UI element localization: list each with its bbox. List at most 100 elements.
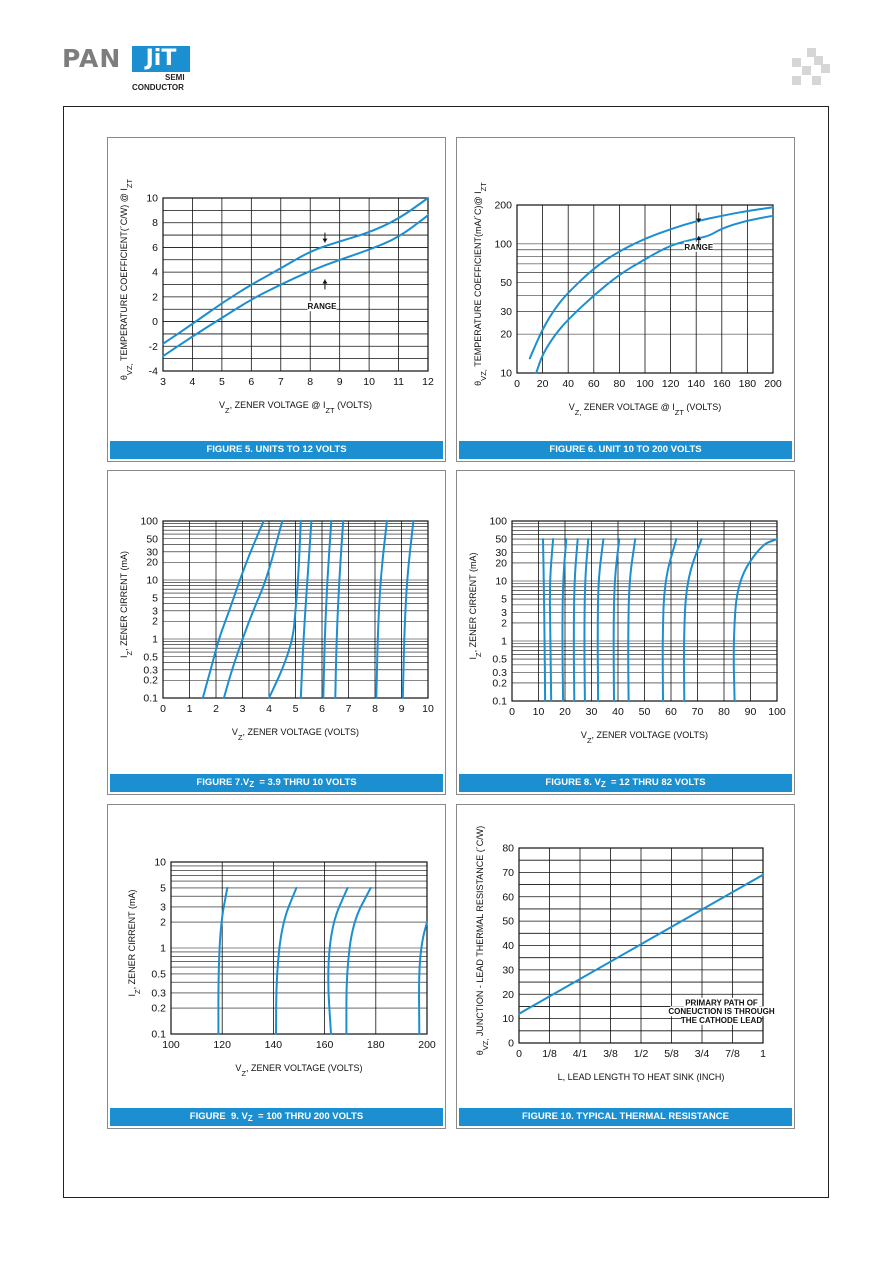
- y-tick-label: 100: [489, 516, 507, 528]
- x-axis-label: VZ, ZENER VOLTAGE (VOLTS): [581, 730, 708, 745]
- y-tick-label: 0.5: [151, 968, 166, 980]
- x-tick-label: 0: [516, 1048, 522, 1060]
- y-tick-label: 2: [152, 291, 158, 303]
- y-tick-label: 0.5: [143, 651, 158, 663]
- x-tick-label: 60: [665, 706, 677, 718]
- y-tick-label: 30: [495, 547, 507, 559]
- y-tick-label: 0.3: [143, 664, 158, 676]
- x-tick-label: 100: [636, 378, 654, 390]
- y-tick-label: 0.2: [143, 675, 158, 687]
- x-tick-label: 6: [248, 376, 254, 388]
- brand-name-right: JiT: [132, 46, 190, 72]
- chart-fig9: 100 120 140 160 180 200 0.1 0.2 0.3 0.5 1 2 3 5 10 VZ, …: [127, 857, 436, 1078]
- chart-gridlines: [170, 861, 428, 1035]
- corner-pattern-icon: [792, 48, 830, 86]
- y-tick-label: 5: [152, 592, 158, 604]
- x-tick-label: 40: [562, 378, 574, 390]
- x-tick-label: 140: [265, 1039, 283, 1051]
- plot-frame: [162, 520, 429, 699]
- series-line-2: [222, 520, 284, 699]
- y-tick-label: 10: [154, 857, 166, 869]
- x-tick-label: 120: [662, 378, 680, 390]
- series-line-3: [561, 538, 568, 702]
- y-axis-label: IZ, ZENER CIRRENT (mA): [127, 890, 142, 997]
- x-tick-label: 180: [739, 378, 757, 390]
- chart-panel-fig7: 0 1 2 3 4 5 6 7 8 9 10 0.1 0.2 0.3 0.5 1 2 3 5 10 20 30 50 100 V…: [107, 470, 446, 795]
- x-tick-label: 9: [337, 376, 343, 388]
- chart-panel-fig8: 0 10 20 30 40 50 60 70 80 90 100 0.1 0.2 0.3 0.5 1 2 3 5 10…: [456, 470, 795, 795]
- x-tick-label: 3/4: [695, 1048, 710, 1060]
- series-line-5: [322, 520, 333, 699]
- range-arrow-icon: [696, 212, 702, 247]
- y-tick-label: 1: [152, 634, 158, 646]
- series-line-4: [572, 538, 579, 702]
- y-tick-label: 0.1: [143, 693, 158, 705]
- annotation-background: [307, 301, 337, 312]
- annotation-label: RANGE: [308, 302, 338, 311]
- y-tick-label: 0.1: [492, 696, 507, 708]
- y-tick-label: 60: [502, 891, 514, 903]
- series-line-9: [661, 538, 678, 702]
- y-tick-label: 40: [502, 940, 514, 952]
- y-tick-label: 80: [502, 843, 514, 855]
- annotation-label: RANGE: [684, 243, 714, 252]
- series-line-10: [682, 538, 703, 702]
- chart-panel-fig6: 0 20 40 60 80 100 120 140 160 180 200 10 20 30 50 100 20…: [456, 137, 795, 462]
- y-tick-label: 30: [500, 306, 512, 318]
- range-arrow-icon: [322, 232, 328, 290]
- y-axis-label: θVZ, TEMPERATURE COEFFICIENT(´C/W) @ IZT: [119, 179, 134, 381]
- y-tick-label: 4: [152, 267, 158, 279]
- series-line-2: [275, 886, 298, 1035]
- series-line-4: [299, 520, 313, 699]
- chart-fig5: 3 4 5 6 7 8 9 10 11 12 -4 -2 0 2 4 6 8 10 VZ, ZENER VOLTAG…: [119, 179, 434, 415]
- x-tick-label: 10: [422, 703, 434, 715]
- x-tick-label: 4: [190, 376, 196, 388]
- x-axis-label: VZ, ZENER VOLTAGE (VOLTS): [235, 1063, 362, 1078]
- annotation-label: CONEUCTION IS THROUGH: [668, 1007, 774, 1016]
- y-tick-label: 3: [501, 607, 507, 619]
- series-line-7: [375, 520, 388, 699]
- x-tick-label: 80: [614, 378, 626, 390]
- y-tick-label: 10: [146, 575, 158, 587]
- x-tick-label: 160: [316, 1039, 334, 1051]
- y-tick-label: 0.1: [151, 1029, 166, 1041]
- series-line-1: [201, 520, 265, 699]
- series-line-2: [548, 538, 555, 702]
- y-tick-label: 10: [502, 1013, 514, 1025]
- y-tick-label: 2: [160, 917, 166, 929]
- series-line-3: [327, 886, 349, 1035]
- x-tick-label: 12: [422, 376, 434, 388]
- x-tick-label: 4: [266, 703, 272, 715]
- x-axis-label: L, LEAD LENGTH TO HEAT SINK (INCH): [558, 1072, 725, 1082]
- annotation-background: [681, 1014, 762, 1025]
- y-tick-label: 8: [152, 217, 158, 229]
- y-tick-label: 0: [508, 1038, 514, 1050]
- x-tick-label: 0: [509, 706, 515, 718]
- y-tick-label: 1: [501, 636, 507, 648]
- annotation-background: [670, 1006, 773, 1017]
- y-tick-label: 6: [152, 242, 158, 254]
- series-line-8: [401, 520, 415, 699]
- x-tick-label: 120: [213, 1039, 231, 1051]
- y-tick-label: 3: [160, 901, 166, 913]
- x-tick-label: 5: [219, 376, 225, 388]
- annotation-background: [684, 241, 714, 252]
- series-line-2: [535, 214, 774, 374]
- caption-fig5: FIGURE 5. UNITS TO 12 VOLTS: [110, 441, 443, 459]
- y-tick-label: 50: [502, 916, 514, 928]
- x-tick-label: 200: [418, 1039, 436, 1051]
- caption-fig9: FIGURE 9. VZ = 100 THRU 200 VOLTS: [110, 1108, 443, 1126]
- y-tick-label: 2: [152, 616, 158, 628]
- chart-fig8: 0 10 20 30 40 50 60 70 80 90 1000.10.20.30.5123510…: [468, 516, 786, 745]
- x-tick-label: 30: [586, 706, 598, 718]
- x-tick-label: 180: [367, 1039, 385, 1051]
- x-tick-label: 90: [745, 706, 757, 718]
- chart-panel-fig10: 0 1/8 4/1 3/8 1/2 5/8 3/4 7/8 1 0 10 20 30 40 50 60 70 80…: [456, 804, 795, 1129]
- plot-frame: [518, 847, 764, 1044]
- brand-name-left: PAN: [62, 44, 122, 73]
- series-line-2: [162, 214, 429, 358]
- chart-gridlines: [516, 204, 774, 374]
- caption-fig10: FIGURE 10. TYPICAL THERMAL RESISTANCE: [459, 1108, 792, 1126]
- y-tick-label: 0.3: [151, 987, 166, 999]
- x-axis-label: VZ, ZENER VOLTAGE @ IZT (VOLTS): [569, 402, 722, 417]
